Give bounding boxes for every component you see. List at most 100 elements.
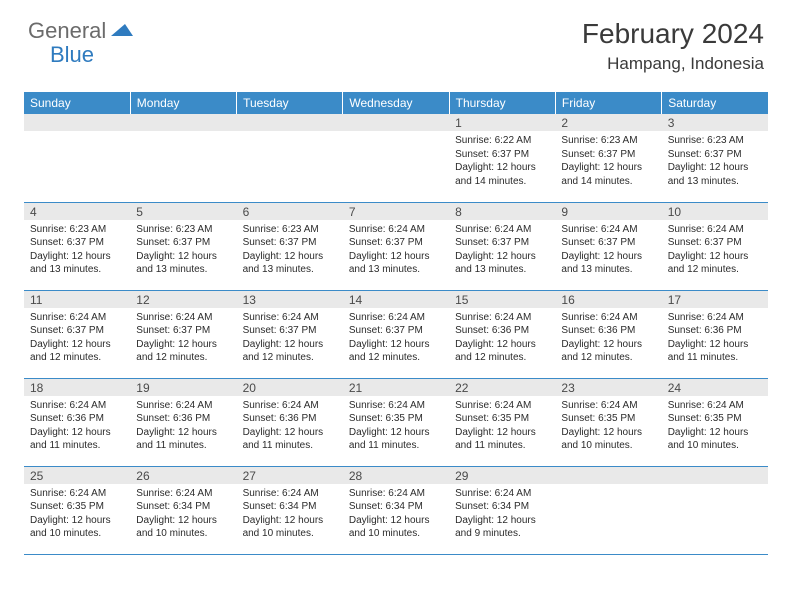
title-block: February 2024 Hampang, Indonesia (582, 18, 764, 74)
calendar-day-cell: 3Sunrise: 6:23 AMSunset: 6:37 PMDaylight… (662, 114, 768, 202)
day-number: 19 (130, 379, 236, 396)
day-number: 6 (237, 203, 343, 220)
daylight-text: Daylight: 12 hours and 10 minutes. (349, 514, 443, 541)
day-data: Sunrise: 6:24 AMSunset: 6:34 PMDaylight:… (130, 484, 236, 545)
location-label: Hampang, Indonesia (582, 54, 764, 74)
brand-triangle-icon (111, 22, 133, 43)
day-number: 25 (24, 467, 130, 484)
day-data: Sunrise: 6:24 AMSunset: 6:34 PMDaylight:… (237, 484, 343, 545)
day-number: 11 (24, 291, 130, 308)
sunrise-text: Sunrise: 6:24 AM (136, 399, 230, 413)
weekday-header: Sunday (24, 92, 130, 114)
day-number: 22 (449, 379, 555, 396)
sunrise-text: Sunrise: 6:24 AM (561, 223, 655, 237)
daylight-text: Daylight: 12 hours and 11 minutes. (349, 426, 443, 453)
calendar-week-row: 1Sunrise: 6:22 AMSunset: 6:37 PMDaylight… (24, 114, 768, 202)
calendar-day-cell: 25Sunrise: 6:24 AMSunset: 6:35 PMDayligh… (24, 466, 130, 554)
daylight-text: Daylight: 12 hours and 10 minutes. (136, 514, 230, 541)
calendar-day-cell: 29Sunrise: 6:24 AMSunset: 6:34 PMDayligh… (449, 466, 555, 554)
day-number: 3 (662, 114, 768, 131)
sunrise-text: Sunrise: 6:24 AM (668, 223, 762, 237)
day-data: Sunrise: 6:24 AMSunset: 6:36 PMDaylight:… (449, 308, 555, 369)
day-data: Sunrise: 6:24 AMSunset: 6:37 PMDaylight:… (449, 220, 555, 281)
weekday-header: Friday (555, 92, 661, 114)
sunset-text: Sunset: 6:37 PM (30, 324, 124, 338)
page-header: General Blue February 2024 Hampang, Indo… (0, 0, 792, 84)
day-number (24, 114, 130, 131)
calendar-day-cell: 26Sunrise: 6:24 AMSunset: 6:34 PMDayligh… (130, 466, 236, 554)
sunrise-text: Sunrise: 6:23 AM (30, 223, 124, 237)
calendar-day-cell: 21Sunrise: 6:24 AMSunset: 6:35 PMDayligh… (343, 378, 449, 466)
calendar-day-cell: 4Sunrise: 6:23 AMSunset: 6:37 PMDaylight… (24, 202, 130, 290)
calendar-day-cell: 28Sunrise: 6:24 AMSunset: 6:34 PMDayligh… (343, 466, 449, 554)
sunrise-text: Sunrise: 6:24 AM (668, 311, 762, 325)
brand-part1: General (28, 18, 106, 44)
daylight-text: Daylight: 12 hours and 12 minutes. (136, 338, 230, 365)
sunrise-text: Sunrise: 6:23 AM (243, 223, 337, 237)
day-data: Sunrise: 6:24 AMSunset: 6:35 PMDaylight:… (555, 396, 661, 457)
sunset-text: Sunset: 6:36 PM (668, 324, 762, 338)
calendar-week-row: 4Sunrise: 6:23 AMSunset: 6:37 PMDaylight… (24, 202, 768, 290)
sunset-text: Sunset: 6:37 PM (455, 236, 549, 250)
daylight-text: Daylight: 12 hours and 10 minutes. (668, 426, 762, 453)
sunrise-text: Sunrise: 6:24 AM (30, 487, 124, 501)
sunrise-text: Sunrise: 6:24 AM (349, 223, 443, 237)
calendar-day-cell: 2Sunrise: 6:23 AMSunset: 6:37 PMDaylight… (555, 114, 661, 202)
sunrise-text: Sunrise: 6:24 AM (455, 223, 549, 237)
daylight-text: Daylight: 12 hours and 12 minutes. (455, 338, 549, 365)
calendar-day-cell: 12Sunrise: 6:24 AMSunset: 6:37 PMDayligh… (130, 290, 236, 378)
weekday-header: Tuesday (237, 92, 343, 114)
calendar-day-cell: 11Sunrise: 6:24 AMSunset: 6:37 PMDayligh… (24, 290, 130, 378)
day-data: Sunrise: 6:24 AMSunset: 6:34 PMDaylight:… (449, 484, 555, 545)
daylight-text: Daylight: 12 hours and 11 minutes. (136, 426, 230, 453)
sunrise-text: Sunrise: 6:24 AM (455, 311, 549, 325)
day-data (662, 484, 768, 491)
daylight-text: Daylight: 12 hours and 13 minutes. (455, 250, 549, 277)
day-number: 10 (662, 203, 768, 220)
day-number: 21 (343, 379, 449, 396)
sunset-text: Sunset: 6:37 PM (30, 236, 124, 250)
weekday-header: Thursday (449, 92, 555, 114)
day-data: Sunrise: 6:24 AMSunset: 6:37 PMDaylight:… (343, 308, 449, 369)
day-data: Sunrise: 6:24 AMSunset: 6:37 PMDaylight:… (130, 308, 236, 369)
calendar-table: Sunday Monday Tuesday Wednesday Thursday… (24, 92, 768, 555)
day-number: 15 (449, 291, 555, 308)
day-number: 20 (237, 379, 343, 396)
month-title: February 2024 (582, 18, 764, 50)
day-number: 27 (237, 467, 343, 484)
day-data: Sunrise: 6:24 AMSunset: 6:34 PMDaylight:… (343, 484, 449, 545)
daylight-text: Daylight: 12 hours and 11 minutes. (455, 426, 549, 453)
sunrise-text: Sunrise: 6:23 AM (561, 134, 655, 148)
day-data: Sunrise: 6:24 AMSunset: 6:35 PMDaylight:… (662, 396, 768, 457)
daylight-text: Daylight: 12 hours and 11 minutes. (668, 338, 762, 365)
daylight-text: Daylight: 12 hours and 10 minutes. (561, 426, 655, 453)
sunrise-text: Sunrise: 6:24 AM (349, 311, 443, 325)
sunrise-text: Sunrise: 6:22 AM (455, 134, 549, 148)
day-number: 23 (555, 379, 661, 396)
calendar-day-cell: 16Sunrise: 6:24 AMSunset: 6:36 PMDayligh… (555, 290, 661, 378)
day-number: 7 (343, 203, 449, 220)
sunset-text: Sunset: 6:35 PM (455, 412, 549, 426)
day-number: 28 (343, 467, 449, 484)
sunrise-text: Sunrise: 6:23 AM (136, 223, 230, 237)
weekday-header: Monday (130, 92, 236, 114)
daylight-text: Daylight: 12 hours and 12 minutes. (243, 338, 337, 365)
day-number (237, 114, 343, 131)
sunset-text: Sunset: 6:37 PM (668, 148, 762, 162)
calendar-body: 1Sunrise: 6:22 AMSunset: 6:37 PMDaylight… (24, 114, 768, 554)
daylight-text: Daylight: 12 hours and 11 minutes. (243, 426, 337, 453)
day-number: 18 (24, 379, 130, 396)
daylight-text: Daylight: 12 hours and 12 minutes. (349, 338, 443, 365)
day-data: Sunrise: 6:22 AMSunset: 6:37 PMDaylight:… (449, 131, 555, 192)
calendar-day-cell: 7Sunrise: 6:24 AMSunset: 6:37 PMDaylight… (343, 202, 449, 290)
daylight-text: Daylight: 12 hours and 12 minutes. (668, 250, 762, 277)
sunset-text: Sunset: 6:37 PM (243, 324, 337, 338)
day-data: Sunrise: 6:24 AMSunset: 6:36 PMDaylight:… (130, 396, 236, 457)
sunset-text: Sunset: 6:37 PM (243, 236, 337, 250)
sunset-text: Sunset: 6:37 PM (668, 236, 762, 250)
calendar-day-cell: 15Sunrise: 6:24 AMSunset: 6:36 PMDayligh… (449, 290, 555, 378)
brand-part2: Blue (50, 42, 94, 68)
calendar-week-row: 18Sunrise: 6:24 AMSunset: 6:36 PMDayligh… (24, 378, 768, 466)
day-data: Sunrise: 6:23 AMSunset: 6:37 PMDaylight:… (662, 131, 768, 192)
daylight-text: Daylight: 12 hours and 12 minutes. (30, 338, 124, 365)
